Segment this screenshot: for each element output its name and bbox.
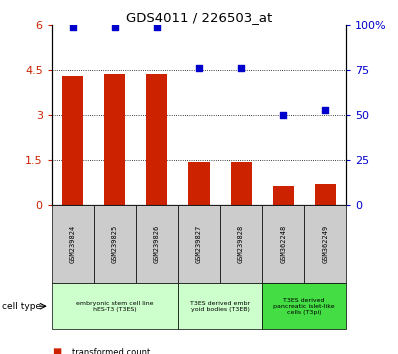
Point bbox=[70, 24, 76, 29]
Bar bbox=[104, 74, 125, 205]
Text: GSM239826: GSM239826 bbox=[154, 225, 160, 263]
Bar bbox=[273, 186, 294, 205]
Point bbox=[112, 24, 118, 29]
Point bbox=[196, 65, 202, 71]
Title: GDS4011 / 226503_at: GDS4011 / 226503_at bbox=[126, 11, 272, 24]
Text: embryonic stem cell line
hES-T3 (T3ES): embryonic stem cell line hES-T3 (T3ES) bbox=[76, 301, 154, 312]
Point bbox=[280, 112, 286, 118]
Bar bbox=[189, 162, 209, 205]
Text: GSM239825: GSM239825 bbox=[112, 225, 118, 263]
Text: GSM239827: GSM239827 bbox=[196, 225, 202, 263]
Point bbox=[238, 65, 244, 71]
Point bbox=[322, 107, 328, 113]
Text: cell type: cell type bbox=[2, 302, 41, 311]
Bar bbox=[315, 184, 336, 205]
Bar bbox=[146, 74, 168, 205]
Text: T3ES derived
pancreatic islet-like
cells (T3pi): T3ES derived pancreatic islet-like cells… bbox=[273, 298, 335, 314]
Text: T3ES derived embr
yoid bodies (T3EB): T3ES derived embr yoid bodies (T3EB) bbox=[190, 301, 250, 312]
Text: transformed count: transformed count bbox=[72, 348, 150, 354]
Text: GSM239824: GSM239824 bbox=[70, 225, 76, 263]
Bar bbox=[62, 76, 83, 205]
Text: GSM239828: GSM239828 bbox=[238, 225, 244, 263]
Bar bbox=[230, 162, 252, 205]
Point bbox=[154, 24, 160, 29]
Text: GSM362248: GSM362248 bbox=[280, 225, 286, 263]
Text: GSM362249: GSM362249 bbox=[322, 225, 328, 263]
Text: ■: ■ bbox=[52, 347, 61, 354]
